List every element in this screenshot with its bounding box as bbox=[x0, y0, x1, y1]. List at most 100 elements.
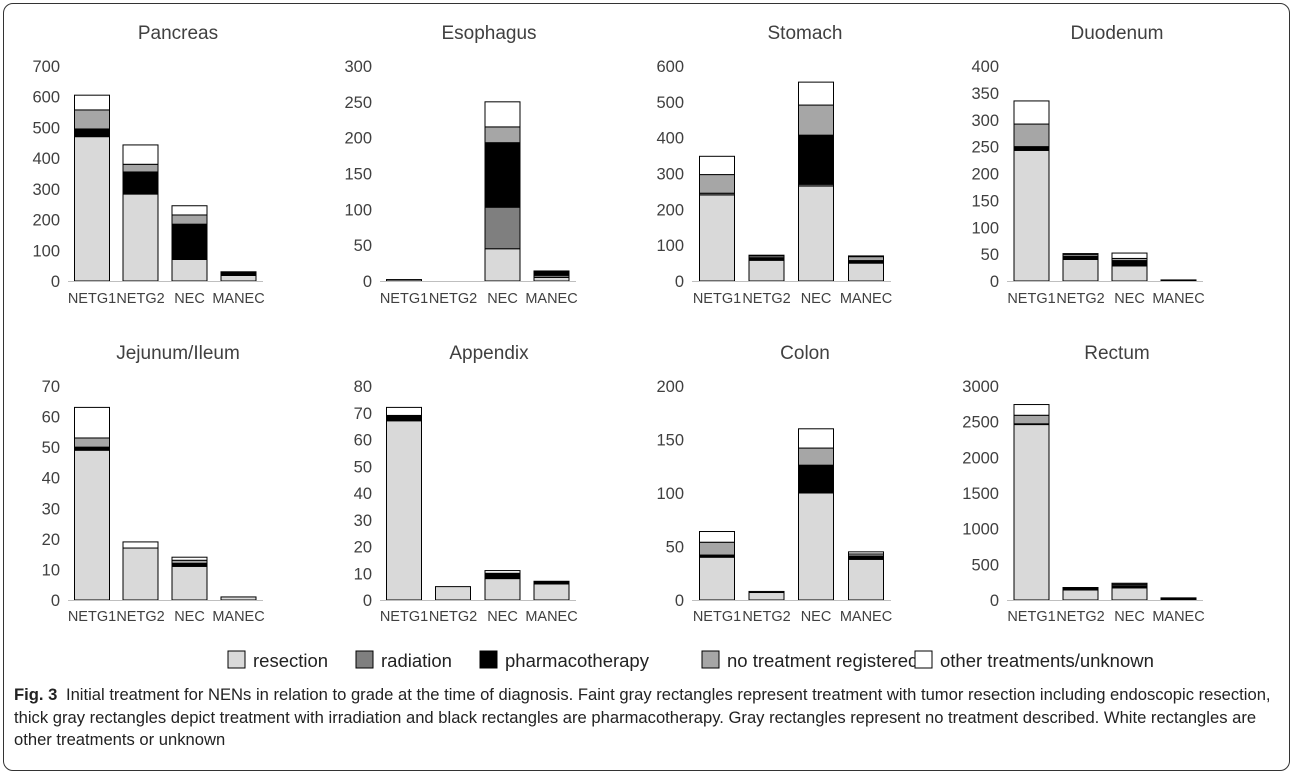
x-tick-label-jejunum-ileum: MANEC bbox=[212, 609, 264, 625]
y-tick-label-duodenum: 150 bbox=[971, 192, 999, 210]
bar-segment-duodenum-netg1-4 bbox=[1013, 100, 1050, 125]
bar-segment-stomach-netg1-3 bbox=[699, 174, 735, 194]
y-tick-label-stomach: 500 bbox=[656, 94, 684, 112]
x-tick-label-colon: NETG2 bbox=[742, 609, 790, 625]
bar-segment-duodenum-netg2-4 bbox=[1062, 253, 1099, 255]
y-tick-label-pancreas: 0 bbox=[51, 273, 60, 291]
bar-segment-colon-nec-4 bbox=[798, 428, 834, 449]
bar-segment-jejunum-ileum-nec-4 bbox=[171, 556, 208, 561]
bar-segment-stomach-netg2-4 bbox=[748, 254, 785, 257]
bar-segment-appendix-netg1-2 bbox=[386, 414, 422, 422]
bar-segment-jejunum-ileum-netg1-4 bbox=[74, 406, 110, 439]
y-tick-label-appendix: 70 bbox=[354, 405, 372, 423]
x-tick-label-jejunum-ileum: NETG1 bbox=[68, 609, 116, 625]
legend-swatch-4 bbox=[914, 650, 933, 669]
y-tick-label-stomach: 600 bbox=[656, 58, 684, 76]
x-tick-label-appendix: NEC bbox=[487, 609, 518, 625]
figure-caption-text: Initial treatment for NENs in relation t… bbox=[14, 685, 1271, 750]
bar-segment-rectum-manec-4 bbox=[1160, 597, 1197, 600]
bar-segment-stomach-nec-3 bbox=[798, 104, 834, 136]
y-tick-label-pancreas: 200 bbox=[32, 212, 60, 230]
y-tick-label-pancreas: 600 bbox=[32, 89, 60, 107]
y-tick-label-stomach: 100 bbox=[656, 237, 684, 255]
x-tick-label-appendix: NETG2 bbox=[429, 609, 477, 625]
figure-caption: Fig. 3 Initial treatment for NENs in rel… bbox=[14, 684, 1282, 752]
bar-segment-colon-nec-3 bbox=[798, 447, 834, 466]
bar-segment-pancreas-manec-4 bbox=[220, 271, 257, 274]
bar-segment-stomach-manec-0 bbox=[848, 262, 884, 282]
y-tick-label-appendix: 60 bbox=[354, 432, 372, 450]
x-tick-label-stomach: NETG1 bbox=[693, 291, 741, 307]
bar-segment-pancreas-nec-3 bbox=[171, 214, 208, 225]
bar-segment-stomach-nec-2 bbox=[798, 134, 834, 185]
x-tick-label-duodenum: NETG1 bbox=[1007, 291, 1055, 307]
figure-caption-label: Fig. 3 bbox=[14, 685, 58, 704]
bar-segment-stomach-nec-4 bbox=[798, 81, 834, 106]
y-tick-label-appendix: 10 bbox=[354, 565, 372, 583]
bar-segment-esophagus-nec-3 bbox=[484, 126, 521, 144]
y-tick-label-rectum: 3000 bbox=[962, 378, 999, 396]
x-tick-label-colon: NETG1 bbox=[693, 609, 741, 625]
y-tick-label-pancreas: 500 bbox=[32, 119, 60, 137]
bar-segment-esophagus-nec-2 bbox=[484, 142, 521, 208]
chart-title-rectum: Rectum bbox=[1084, 343, 1149, 364]
bar-segment-appendix-netg1-0 bbox=[386, 420, 422, 601]
y-tick-label-colon: 100 bbox=[656, 485, 684, 503]
y-tick-label-stomach: 0 bbox=[675, 273, 684, 291]
x-tick-label-esophagus: MANEC bbox=[525, 291, 577, 307]
bar-segment-colon-nec-2 bbox=[798, 464, 834, 494]
y-tick-label-appendix: 40 bbox=[354, 485, 372, 503]
bar-segment-appendix-netg2-0 bbox=[435, 586, 471, 601]
bar-segment-rectum-netg2-0 bbox=[1062, 589, 1099, 601]
y-tick-label-appendix: 80 bbox=[354, 378, 372, 396]
bar-segment-duodenum-netg1-3 bbox=[1013, 123, 1050, 148]
bar-segment-jejunum-ileum-netg2-4 bbox=[122, 541, 159, 549]
chart-title-colon: Colon bbox=[780, 343, 830, 364]
x-tick-label-stomach: NEC bbox=[801, 291, 832, 307]
y-tick-label-esophagus: 100 bbox=[344, 201, 372, 219]
bar-segment-colon-netg2-3 bbox=[748, 590, 785, 594]
bar-segment-colon-netg1-4 bbox=[699, 531, 735, 543]
chart-title-duodenum: Duodenum bbox=[1071, 23, 1164, 44]
bar-segment-appendix-netg1-4 bbox=[386, 406, 422, 416]
x-tick-label-duodenum: NEC bbox=[1114, 291, 1145, 307]
bar-segment-pancreas-netg1-0 bbox=[74, 136, 110, 282]
bar-segment-stomach-netg2-0 bbox=[748, 259, 785, 282]
bar-segment-duodenum-nec-4 bbox=[1111, 252, 1148, 259]
bar-segment-jejunum-ileum-netg1-3 bbox=[74, 437, 110, 448]
x-tick-label-esophagus: NETG2 bbox=[429, 291, 477, 307]
bar-segment-rectum-nec-0 bbox=[1111, 587, 1148, 601]
y-tick-label-duodenum: 200 bbox=[971, 166, 999, 184]
bar-segment-duodenum-manec-3 bbox=[1160, 279, 1197, 282]
bar-segment-rectum-netg1-0 bbox=[1013, 424, 1050, 601]
bar-segment-pancreas-netg2-2 bbox=[122, 171, 159, 195]
x-tick-label-jejunum-ileum: NEC bbox=[174, 609, 205, 625]
legend-label-0: resection bbox=[253, 650, 328, 671]
bar-segment-stomach-netg1-0 bbox=[699, 194, 735, 282]
legend-label-4: other treatments/unknown bbox=[940, 650, 1154, 671]
bar-segment-esophagus-manec-0 bbox=[533, 276, 570, 282]
bar-segment-rectum-netg1-4 bbox=[1013, 404, 1050, 416]
bar-segment-rectum-netg2-4 bbox=[1062, 587, 1099, 589]
chart-title-stomach: Stomach bbox=[768, 23, 843, 44]
chart-title-pancreas: Pancreas bbox=[138, 23, 218, 44]
x-tick-label-rectum: NEC bbox=[1114, 609, 1145, 625]
y-tick-label-esophagus: 300 bbox=[344, 58, 372, 76]
bar-segment-colon-manec-0 bbox=[848, 558, 884, 601]
legend-swatch-2 bbox=[479, 650, 498, 669]
y-tick-label-jejunum-ileum: 70 bbox=[42, 378, 60, 396]
bar-segment-jejunum-ileum-netg2-0 bbox=[122, 547, 159, 601]
chart-title-jejunum-ileum: Jejunum/Ileum bbox=[116, 343, 240, 364]
bar-segment-jejunum-ileum-manec-0 bbox=[220, 596, 257, 601]
bar-segment-esophagus-nec-4 bbox=[484, 101, 521, 128]
y-tick-label-rectum: 1500 bbox=[962, 485, 999, 503]
bar-segment-appendix-nec-2 bbox=[484, 572, 521, 580]
bar-segment-pancreas-netg2-3 bbox=[122, 163, 159, 173]
y-tick-label-rectum: 2500 bbox=[962, 414, 999, 432]
bar-segment-jejunum-ileum-netg1-0 bbox=[74, 449, 110, 601]
x-tick-label-pancreas: MANEC bbox=[212, 291, 264, 307]
y-tick-label-jejunum-ileum: 10 bbox=[42, 561, 60, 579]
y-tick-label-colon: 50 bbox=[666, 539, 684, 557]
y-tick-label-stomach: 300 bbox=[656, 166, 684, 184]
